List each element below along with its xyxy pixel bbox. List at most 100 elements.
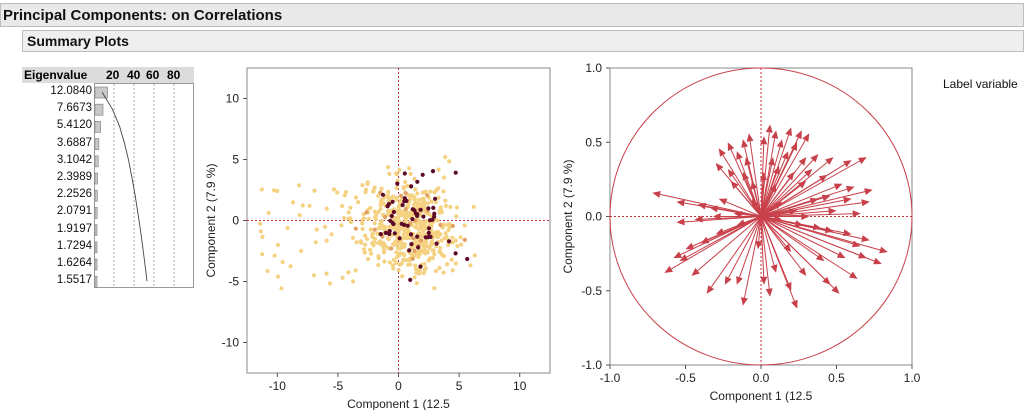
loading-arrow-head [833,183,843,191]
score-point [378,232,383,237]
loading-plot[interactable]: -1.0 -0.5 0.0 0.5 1.0 -1.0 -0.5 0.0 0.5 1.0 Compon… [552,60,924,410]
loading-arrow-head [652,191,661,198]
score-point [459,242,464,247]
score-point [373,236,378,241]
score-point [399,212,404,217]
loading-arrow-head [776,139,784,148]
score-point [370,241,375,246]
score-point [272,253,277,258]
score-point [387,228,392,234]
score-point [285,225,290,231]
loading-arrow-head [843,196,852,204]
score-point [386,165,391,170]
loading-arrow-line [744,216,762,298]
score-point [426,230,431,235]
loading-arrow-head [858,251,867,259]
loading-arrow-head [831,285,840,294]
y-axis-title: Component 2 (7.9 %) [561,159,575,273]
score-point [364,210,369,215]
loading-arrow-line [760,178,821,217]
score-point [404,258,409,263]
score-point [417,197,422,203]
loading-arrow-line [760,216,770,289]
score-point [423,189,428,194]
score-point [313,240,318,245]
scree-plot [94,83,194,288]
score-point [288,264,293,269]
loading-arrow-head [861,199,870,207]
loading-arrow-head [781,151,789,160]
x-tick-label: 10 [513,379,527,393]
score-point [395,242,400,247]
loading-arrow-head [770,264,778,273]
score-point [363,233,368,238]
score-point [417,231,422,236]
loading-arrow-line [760,174,807,217]
loading-arrow-head [790,142,798,151]
loading-arrow-head [849,271,858,279]
score-point [382,259,387,264]
score-point [393,215,398,220]
score-point [342,216,347,221]
score-point [412,253,417,258]
score-point [403,190,408,196]
score-point [447,159,452,164]
loading-arrow-head [809,197,819,205]
loading-arrow-head [709,205,719,213]
loading-arrow-line [760,173,777,217]
score-point [429,199,434,204]
score-point [343,190,348,195]
score-point [433,200,438,205]
score-point [395,245,401,250]
score-point [394,185,399,190]
score-point [299,248,304,253]
loading-arrow-head [791,299,798,309]
score-point [422,268,427,273]
eigenvalue-bar [94,241,98,254]
score-point [399,193,404,198]
loading-arrow-line [760,200,811,217]
summary-plots-header[interactable]: Summary Plots [22,30,1024,52]
loading-arrow-head [785,127,792,137]
score-point [312,188,317,193]
score-point [439,210,444,215]
score-point [387,171,392,176]
y-tick-label: -5 [228,275,239,289]
score-point [465,256,470,262]
score-point [405,223,410,228]
score-point [402,171,407,176]
loading-arrow-line [710,216,762,288]
score-point [280,260,285,265]
report-title[interactable]: Principal Components: on Correlations [0,3,1024,27]
loading-arrow-line [753,188,762,217]
loading-arrow-line [760,146,781,217]
score-point [300,203,305,208]
loading-arrow-head [765,124,773,133]
score-point [367,247,373,252]
loading-arrow-head [730,180,739,190]
eigenvalue-bar [94,275,98,288]
score-point [454,205,460,210]
loading-arrow-head [795,130,802,140]
score-point [376,209,381,215]
score-point [362,250,367,255]
eigenvalue-bar [94,172,98,185]
score-point [415,179,420,184]
score-point [368,227,373,232]
score-point [426,258,431,263]
score-point [447,239,452,244]
y-axis-title: Component 2 (7.9 %) [204,163,218,277]
bar-axis-tick: 40 [127,68,141,82]
loading-arrow-line [749,141,762,217]
score-point [396,230,401,235]
eigenvalue-value: 2.2526 [56,188,92,201]
loading-arrow-line [760,210,829,217]
loading-arrow-head [760,276,768,285]
score-point [342,193,347,198]
loading-arrow-head [825,157,834,165]
loading-arrow-line [760,216,775,266]
loading-arrow-head [724,276,732,285]
score-plot[interactable]: -10 -5 0 5 10 -10 -5 0 5 10 Component 1 (12.5 Comp… [195,60,560,410]
loading-arrow-line [760,191,866,217]
y-tick-label: 10 [226,92,240,106]
